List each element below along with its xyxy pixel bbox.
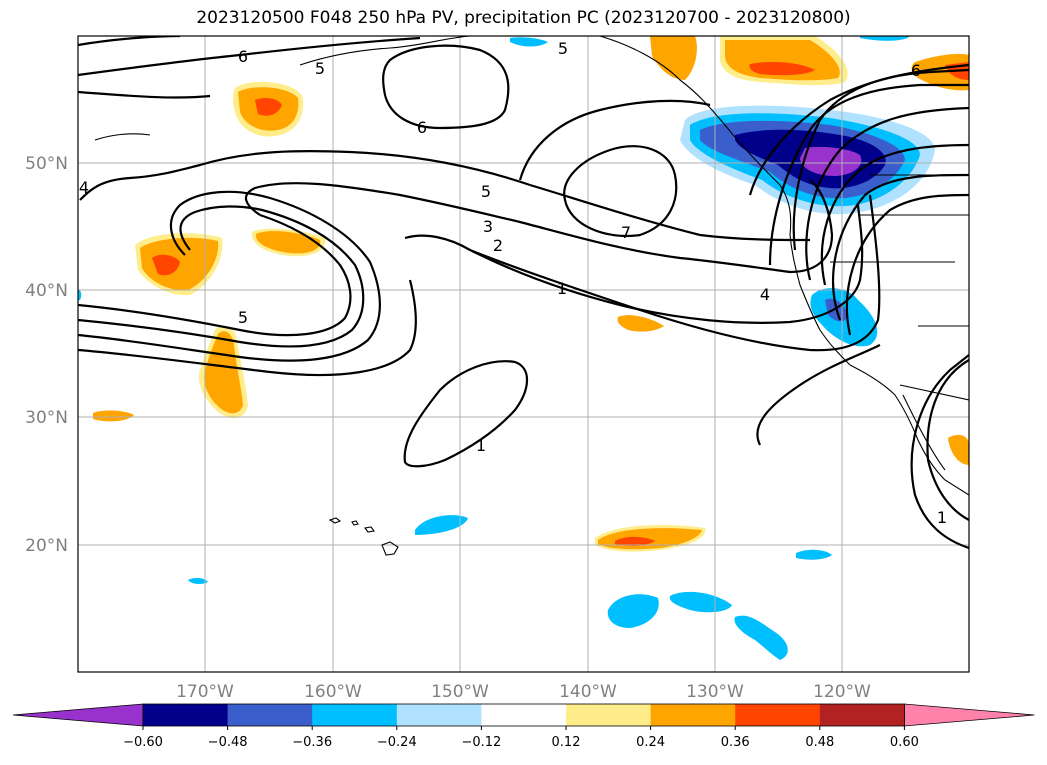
contour-label: 4: [760, 285, 770, 304]
colorbar-tick-label: 0.24: [636, 735, 665, 750]
precipitation-shading: [78, 36, 969, 660]
map-frame: [77, 35, 970, 673]
lat-label: 20°N: [25, 536, 68, 556]
colorbar-segment: [396, 704, 482, 726]
colorbar-segment: [566, 704, 652, 726]
colorbar-tick-label: −0.36: [292, 735, 332, 750]
lon-label: 130°W: [686, 682, 744, 702]
lat-label: 40°N: [25, 281, 68, 301]
latitude-labels: 50°N 40°N 30°N 20°N: [25, 154, 68, 556]
coastlines: [94, 36, 969, 556]
contour-label: 6: [238, 47, 248, 66]
colorbar-ticks: −0.60 −0.48 −0.36 −0.24 −0.12 0.12 0.24 0.36 0.4…: [123, 726, 919, 750]
colorbar-outline: [142, 703, 905, 727]
contour-label: 7: [621, 223, 631, 242]
colorbar-segment: [650, 704, 736, 726]
contour-label: 2: [493, 236, 503, 255]
contour-label: 4: [79, 178, 89, 197]
contour-label: 6: [417, 118, 427, 137]
lat-label: 30°N: [25, 408, 68, 428]
lon-label: 120°W: [813, 682, 871, 702]
colorbar-segment: [143, 704, 229, 726]
graticule: [78, 36, 969, 672]
colorbar-tick-label: −0.12: [461, 735, 501, 750]
colorbar-tick-label: −0.60: [123, 735, 163, 750]
contour-label: 5: [238, 308, 248, 327]
colorbar-tick-label: −0.48: [208, 735, 248, 750]
lon-label: 140°W: [559, 682, 617, 702]
colorbar: [12, 703, 1035, 727]
colorbar-tick-label: 0.60: [890, 735, 919, 750]
colorbar-tick-label: −0.24: [377, 735, 417, 750]
colorbar-extend-high: [904, 703, 1035, 727]
contour-label: 5: [558, 39, 568, 58]
colorbar-segment: [227, 704, 313, 726]
contour-label: 6: [911, 61, 921, 80]
lon-label: 170°W: [176, 682, 234, 702]
colorbar-tick-label: 0.36: [721, 735, 750, 750]
contour-label: 5: [481, 182, 491, 201]
contour-labels: 6 5 6 5 4 5 3 2 1 7 4 6 5 1 1: [79, 39, 947, 527]
colorbar-segment: [312, 704, 398, 726]
contour-label: 1: [937, 508, 947, 527]
contour-label: 1: [476, 436, 486, 455]
contour-label: 1: [557, 279, 567, 298]
longitude-labels: 170°W 160°W 150°W 140°W 130°W 120°W: [176, 682, 871, 702]
colorbar-tick-label: 0.48: [805, 735, 834, 750]
lon-label: 160°W: [304, 682, 362, 702]
colorbar-extend-low: [12, 703, 144, 727]
colorbar-segment: [819, 704, 905, 726]
colorbar-tick-label: 0.12: [552, 735, 581, 750]
map-title: 2023120500 F048 250 hPa PV, precipitatio…: [196, 8, 851, 28]
lat-label: 50°N: [25, 154, 68, 174]
pv-contours: [78, 36, 969, 550]
contour-label: 3: [483, 217, 493, 236]
lon-label: 150°W: [431, 682, 489, 702]
contour-label: 5: [315, 59, 325, 78]
colorbar-segment: [481, 704, 567, 726]
colorbar-segment: [735, 704, 821, 726]
